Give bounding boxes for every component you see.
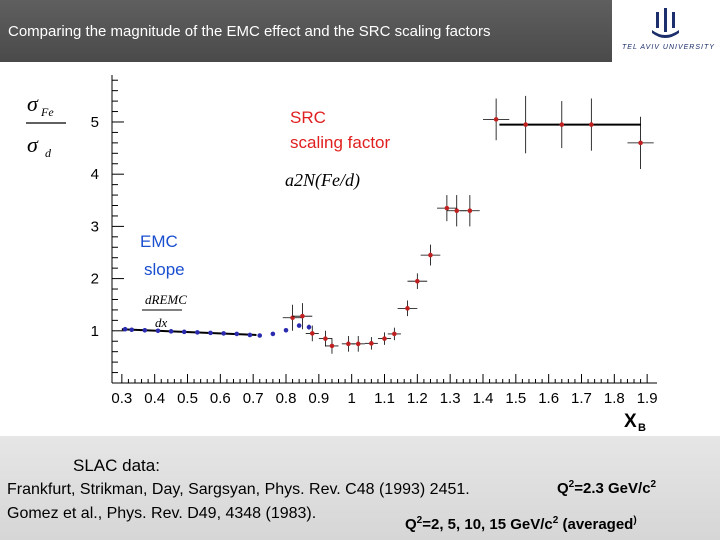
data-point: [257, 333, 263, 338]
data-point: [444, 205, 450, 211]
data-point: [415, 278, 420, 284]
data-point: [181, 329, 187, 335]
x-axis-label: X: [624, 411, 637, 432]
data-point: [346, 341, 351, 347]
x-tick-label: 1: [347, 390, 355, 407]
y-label-sigma-bottom: σ: [27, 132, 39, 157]
y-axis-label: σ Fe σ d: [26, 91, 66, 160]
data-point: [392, 331, 397, 337]
data-point: [589, 122, 594, 127]
data-point: [247, 332, 253, 338]
data-point: [142, 327, 148, 333]
x-tick-label: 0.3: [111, 390, 132, 407]
logo-emblem-icon: [652, 8, 679, 38]
data-point: [369, 341, 374, 346]
data-point: [382, 336, 387, 341]
x-tick-label: 0.6: [210, 390, 231, 407]
footer-panel: [0, 436, 720, 540]
slac-data-label: SLAC data:: [73, 456, 160, 475]
title-bar: Comparing the magnitude of the EMC effec…: [0, 0, 612, 62]
emc-label-line2: slope: [144, 260, 185, 279]
y-tick-label: 2: [91, 271, 99, 288]
slide-title: Comparing the magnitude of the EMC effec…: [8, 23, 491, 40]
data-point: [270, 331, 276, 337]
x-tick-label: 0.7: [243, 390, 264, 407]
data-point: [559, 122, 565, 127]
data-point: [323, 336, 328, 341]
x-tick-label: 0.8: [276, 390, 297, 407]
y-tick-label: 5: [91, 114, 99, 131]
data-point: [355, 341, 361, 347]
data-point: [329, 343, 335, 349]
y-tick-label: 4: [91, 166, 99, 183]
data-point: [290, 315, 295, 321]
reference-gomez: Gomez et al., Phys. Rev. D49, 4348 (1983…: [7, 505, 317, 522]
data-point: [195, 330, 200, 335]
data-point: [493, 117, 499, 122]
fit-lines: [121, 123, 641, 336]
data-point: [155, 328, 161, 334]
x-tick-label: 1.7: [571, 390, 592, 407]
data-point: [283, 327, 289, 333]
y-tick-label: 1: [91, 323, 99, 340]
data-point: [638, 140, 643, 146]
emc-formula-denominator: dx: [155, 315, 168, 330]
x-tick-label: 0.9: [308, 390, 329, 407]
emc-label-line1: EMC: [140, 232, 178, 251]
data-point: [306, 324, 312, 330]
data-points: [122, 95, 654, 354]
x-tick-label: 1.1: [374, 390, 395, 407]
src-label-line1: SRC: [290, 108, 326, 127]
logo-text: TEL AVIV UNIVERSITY: [622, 44, 715, 51]
x-axis-label-sub: B: [638, 422, 646, 434]
x-tick-label: 1.5: [505, 390, 526, 407]
y-tick-label: 3: [91, 218, 99, 235]
x-tick-label: 0.4: [144, 390, 165, 407]
x-tick-label: 1.3: [440, 390, 461, 407]
x-tick-label: 1.4: [473, 390, 494, 407]
data-point: [129, 327, 134, 333]
x-tick-label: 1.6: [538, 390, 559, 407]
data-point: [467, 208, 473, 214]
src-formula: a2N(Fe/d): [285, 170, 360, 191]
data-point: [300, 313, 305, 319]
q2-value-slac: Q2=2.3 GeV/c2: [557, 479, 657, 497]
reference-frankfurt: Frankfurt, Strikman, Day, Sargsyan, Phys…: [7, 481, 470, 498]
x-tick-label: 1.2: [407, 390, 428, 407]
data-point: [428, 252, 433, 258]
x-tick-label: 1.9: [637, 390, 658, 407]
data-point: [122, 326, 128, 332]
university-logo: [614, 0, 720, 62]
src-label-line2: scaling factor: [290, 133, 390, 152]
data-point: [523, 122, 528, 127]
data-point: [221, 331, 226, 336]
data-point: [405, 306, 410, 311]
y-ticks: 1 2 3 4 5: [91, 79, 124, 374]
data-point: [296, 323, 302, 328]
q2-value-averaged: Q2=2, 5, 10, 15 GeV/c2 (averaged): [405, 515, 637, 533]
x-tick-label: 1.8: [604, 390, 625, 407]
data-point: [208, 330, 213, 336]
data-point: [168, 329, 174, 334]
x-tick-label: 0.5: [177, 390, 198, 407]
data-point: [454, 208, 460, 214]
emc-formula-numerator: dREMC: [145, 292, 187, 307]
data-point: [309, 331, 315, 336]
y-label-sigma-top: σ: [27, 91, 39, 116]
y-label-sub-top: Fe: [40, 105, 54, 119]
data-point: [234, 331, 240, 337]
x-ticks: 0.3 0.4 0.5 0.6 0.7 0.8 0.9 1 1.1 1.2 1.3 1.4 1.5 1.6…: [111, 374, 658, 407]
y-label-sub-bottom: d: [45, 146, 52, 160]
